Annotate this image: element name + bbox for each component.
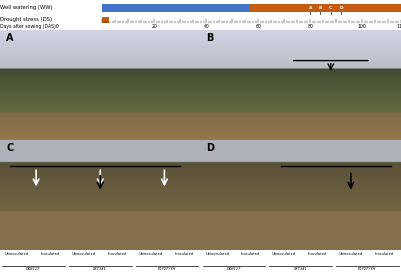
Text: 100: 100 xyxy=(358,24,367,29)
Text: A: A xyxy=(308,6,312,10)
Text: B: B xyxy=(319,6,322,10)
Text: Uninoculated: Uninoculated xyxy=(205,252,229,256)
Bar xyxy=(102,17,109,23)
Text: P1707YYH: P1707YYH xyxy=(158,267,176,271)
Text: Uninoculated: Uninoculated xyxy=(71,252,95,256)
Text: D: D xyxy=(339,6,343,10)
Text: Inoculated: Inoculated xyxy=(241,252,260,256)
Text: Uninoculated: Uninoculated xyxy=(5,252,29,256)
Text: 115: 115 xyxy=(397,24,401,29)
Text: 80: 80 xyxy=(307,24,313,29)
Text: Inoculated: Inoculated xyxy=(308,252,327,256)
Text: P1707YYH: P1707YYH xyxy=(358,267,377,271)
Text: Uninoculated: Uninoculated xyxy=(339,252,363,256)
Text: C: C xyxy=(6,143,13,153)
Bar xyxy=(251,4,401,12)
Text: 20: 20 xyxy=(151,24,157,29)
Bar xyxy=(102,4,401,12)
Text: Drought stress (DS): Drought stress (DS) xyxy=(0,17,52,22)
Text: D: D xyxy=(207,143,215,153)
Text: 40: 40 xyxy=(203,24,209,29)
Text: Uninoculated: Uninoculated xyxy=(138,252,162,256)
Text: A: A xyxy=(6,33,14,43)
Text: SXT341: SXT341 xyxy=(294,267,308,271)
Text: Well watering (WW): Well watering (WW) xyxy=(0,5,53,10)
Text: Inoculated: Inoculated xyxy=(174,252,193,256)
Text: SXT341: SXT341 xyxy=(93,267,107,271)
Text: Uninoculated: Uninoculated xyxy=(272,252,296,256)
Text: Days after sowing (DAS)0: Days after sowing (DAS)0 xyxy=(0,24,59,29)
Text: C: C xyxy=(329,6,332,10)
Text: Inoculated: Inoculated xyxy=(41,252,60,256)
Text: 60: 60 xyxy=(255,24,261,29)
Text: B: B xyxy=(207,33,214,43)
Text: Inoculated: Inoculated xyxy=(107,252,127,256)
Text: Inoculated: Inoculated xyxy=(375,252,394,256)
Text: DKB117: DKB117 xyxy=(26,267,41,271)
Text: DKB117: DKB117 xyxy=(227,267,241,271)
